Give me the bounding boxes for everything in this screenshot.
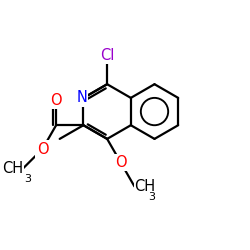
Text: O: O xyxy=(37,142,48,156)
Text: Cl: Cl xyxy=(100,48,114,63)
Text: N: N xyxy=(76,90,87,106)
Text: 3: 3 xyxy=(148,192,156,202)
Text: O: O xyxy=(115,155,127,170)
Text: CH: CH xyxy=(2,161,23,176)
Text: 3: 3 xyxy=(24,174,31,184)
Text: CH: CH xyxy=(134,179,156,194)
Text: O: O xyxy=(50,93,62,108)
